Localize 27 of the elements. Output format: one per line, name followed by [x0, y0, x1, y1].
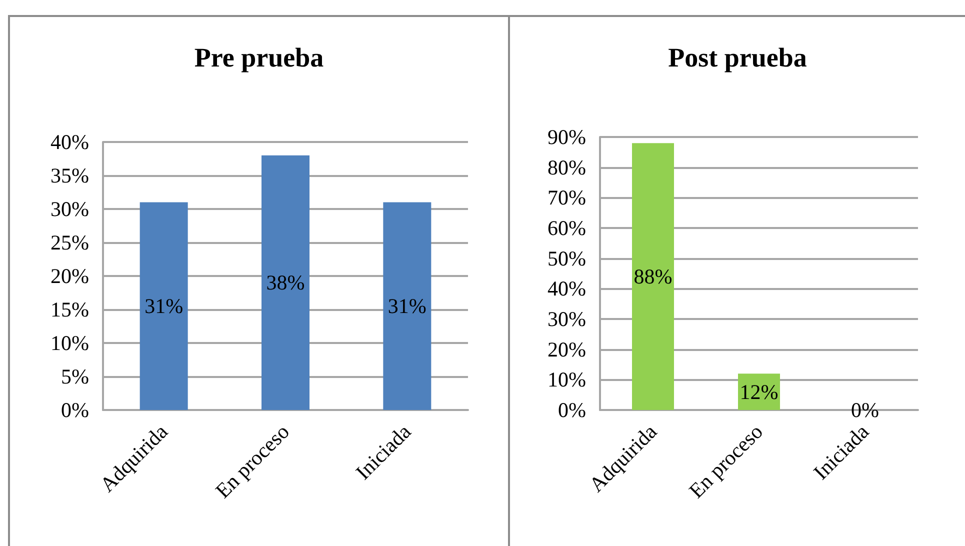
y-tick-label: 15% [50, 298, 89, 322]
y-tick-label: 40% [548, 276, 586, 301]
y-tick-label: 30% [548, 307, 586, 331]
y-tick-label: 20% [50, 264, 89, 288]
y-tick-label: 0% [558, 398, 586, 422]
y-tick-label: 5% [61, 364, 89, 388]
y-tick-label: 20% [548, 337, 586, 362]
y-tick-label: 50% [548, 246, 586, 270]
y-tick-label: 70% [548, 186, 586, 210]
y-tick-label: 10% [50, 331, 89, 355]
chart-title: Post prueba [668, 42, 808, 72]
chart-title: Pre prueba [194, 42, 324, 72]
y-tick-label: 10% [548, 368, 586, 392]
data-label: 12% [740, 380, 778, 404]
data-label: 38% [266, 270, 305, 295]
y-tick-label: 35% [50, 164, 89, 188]
y-tick-label: 80% [548, 155, 586, 180]
y-tick-label: 60% [548, 216, 586, 240]
y-tick-label: 40% [50, 130, 89, 154]
data-label: 0% [851, 398, 879, 422]
y-tick-label: 25% [50, 230, 89, 254]
y-tick-label: 30% [50, 197, 89, 221]
data-label: 31% [144, 294, 184, 318]
y-tick-label: 90% [548, 125, 586, 149]
data-label: 88% [634, 264, 672, 289]
y-tick-label: 0% [61, 398, 89, 422]
data-label: 31% [388, 294, 426, 318]
